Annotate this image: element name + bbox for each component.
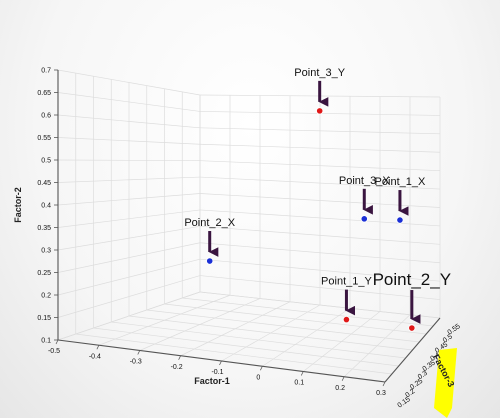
z-tick-label: 0.5 [442,333,454,344]
y-tick-label: 0.7 [41,68,51,75]
data-point [316,107,324,115]
data-point [342,315,351,324]
x-tick-label: -0.2 [171,364,183,371]
x-tick-label: 0.2 [335,385,345,392]
z-axis-line [384,317,441,383]
grid-line [182,297,434,327]
y-tick-label: 0.1 [41,338,51,345]
y-tick-label: 0.15 [37,315,51,322]
y-axis-title: Factor-2 [13,187,23,223]
z-tick-label: 0.4 [429,351,441,362]
x-tick-label: 0 [256,374,260,381]
x-tick-label: 0.3 [376,390,386,397]
axes [54,69,441,387]
point-label: Point_3_X [339,175,390,187]
data-point [408,324,416,332]
point-label: Point_1_Y [321,276,372,288]
x-tick [219,360,222,366]
z-tick-label: 0.55 [447,323,462,337]
x-tick [382,381,386,387]
x-tick [260,366,263,371]
point-label: Point_3_Y [294,67,345,79]
data-point [360,215,368,223]
z-tick-label: 0.2 [404,388,416,399]
y-tick-label: 0.35 [37,225,51,232]
y-tick-label: 0.6 [41,113,51,120]
y-tick-label: 0.55 [37,135,51,142]
z-tick-label: 0.3 [417,370,429,381]
grid-line [75,333,392,375]
x-tick-label: -0.1 [211,369,223,376]
x-tick-label: -0.3 [130,359,142,366]
grid-line [164,303,427,335]
y-tick-label: 0.45 [37,180,51,187]
x-tick [55,339,59,345]
x-tick [341,376,345,381]
y-tick-label: 0.3 [41,248,51,255]
x-tick [178,355,181,360]
y-tick-label: 0.4 [41,203,51,210]
point-label: Point_1_X [375,176,426,188]
grid-line [146,309,420,343]
y-tick-label: 0.65 [37,90,51,97]
data-point [206,257,214,265]
x-tick [96,345,100,350]
grid-line [128,315,413,351]
grid-lines [57,69,441,383]
x-axis-title: Factor-1 [194,376,230,386]
y-tick-label: 0.25 [37,270,51,277]
x-tick-label: -0.4 [89,353,101,360]
x-tick-label: 0.1 [294,380,304,387]
y-tick-label: 0.5 [41,158,51,165]
z-axis-highlight [434,348,457,418]
x-tick-label: -0.5 [48,348,60,355]
point-label: Point_2_X [184,217,235,229]
data-point [396,216,404,224]
point-label: Point_2_Y [373,270,451,289]
x-tick [300,371,304,376]
grid-line [199,291,441,319]
grid-line [111,321,406,359]
y-tick-label: 0.2 [41,293,51,300]
x-tick [137,350,141,355]
grid-line [93,327,399,367]
